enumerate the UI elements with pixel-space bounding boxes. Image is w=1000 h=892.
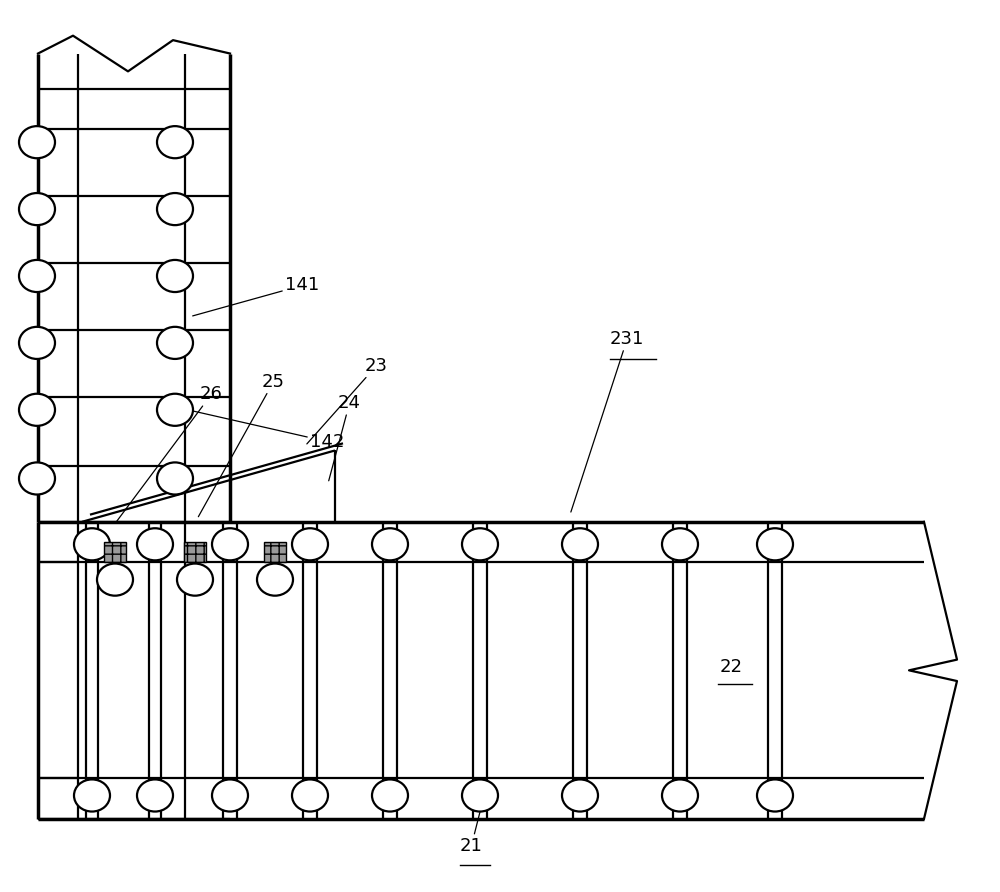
Circle shape [257, 564, 293, 596]
Circle shape [177, 564, 213, 596]
Text: 25: 25 [198, 373, 285, 516]
Circle shape [157, 462, 193, 494]
Circle shape [19, 326, 55, 359]
Circle shape [74, 528, 110, 560]
Text: 21: 21 [460, 795, 484, 855]
Bar [264, 542, 286, 562]
Circle shape [562, 780, 598, 812]
Circle shape [157, 193, 193, 225]
Circle shape [19, 126, 55, 158]
Text: 23: 23 [307, 357, 388, 444]
Circle shape [212, 528, 248, 560]
Circle shape [97, 564, 133, 596]
Circle shape [372, 528, 408, 560]
Bar [184, 542, 206, 562]
Circle shape [372, 780, 408, 812]
Circle shape [157, 126, 193, 158]
Text: 22: 22 [720, 658, 743, 676]
Text: 142: 142 [193, 411, 344, 450]
Text: 231: 231 [571, 330, 644, 512]
Circle shape [137, 780, 173, 812]
Circle shape [157, 326, 193, 359]
Circle shape [212, 780, 248, 812]
Circle shape [462, 780, 498, 812]
Circle shape [19, 260, 55, 292]
Circle shape [292, 780, 328, 812]
Circle shape [74, 780, 110, 812]
Circle shape [157, 393, 193, 425]
Bar [104, 542, 126, 562]
Circle shape [562, 528, 598, 560]
Circle shape [137, 528, 173, 560]
Circle shape [757, 528, 793, 560]
Circle shape [157, 260, 193, 292]
Text: 141: 141 [193, 277, 319, 316]
Circle shape [292, 528, 328, 560]
Circle shape [19, 393, 55, 425]
Text: 24: 24 [329, 394, 361, 481]
Circle shape [462, 528, 498, 560]
Circle shape [662, 780, 698, 812]
Circle shape [19, 193, 55, 225]
Circle shape [662, 528, 698, 560]
Circle shape [19, 462, 55, 494]
Circle shape [757, 780, 793, 812]
Text: 26: 26 [117, 385, 223, 522]
